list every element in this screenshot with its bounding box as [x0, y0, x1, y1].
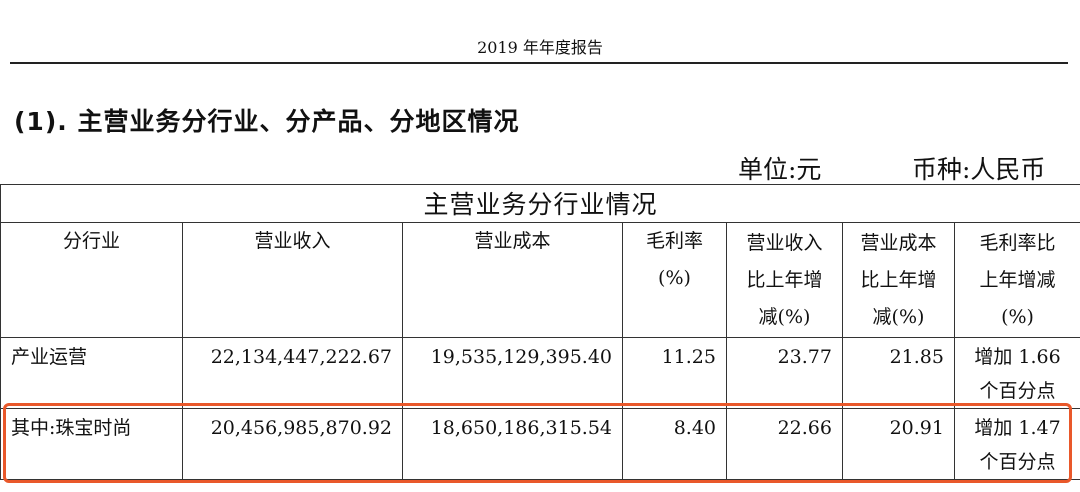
col-header-revenue-yoy-line1: 营业收入: [746, 232, 823, 254]
col-header-margin: 毛利率 (%): [622, 222, 727, 338]
col-header-margin-yoy: 毛利率比 上年增减 (%): [953, 222, 1080, 338]
col-header-revenue-yoy-line2: 比上年增: [746, 269, 823, 291]
col-header-margin-line1: 毛利率: [645, 230, 703, 252]
table-row: 其中:珠宝时尚 20,456,985,870.92 18,650,186,315…: [0, 408, 1080, 480]
col-header-cost-yoy-line2: 比上年增: [860, 269, 937, 291]
cell-margin-yoy: 增加 1.66 个百分点: [953, 337, 1080, 409]
header-divider: [10, 62, 1068, 64]
col-header-margin-yoy-line1: 毛利率比: [979, 232, 1056, 254]
cell-margin-yoy-line2: 个百分点: [979, 451, 1056, 473]
col-header-margin-line2: (%): [658, 267, 691, 289]
table-row: 产业运营 22,134,447,222.67 19,535,129,395.40…: [0, 337, 1080, 409]
col-header-cost: 营业成本: [402, 222, 623, 338]
col-header-margin-yoy-line3: (%): [1001, 306, 1034, 328]
col-header-revenue-yoy-line3: 减(%): [758, 306, 811, 328]
cell-revenue-yoy: 22.66: [726, 408, 843, 480]
col-header-cost-yoy-line3: 减(%): [872, 306, 925, 328]
table-header-row: 分行业 营业收入 营业成本 毛利率 (%) 营业收入 比上年增 减(%) 营业成…: [0, 222, 1080, 338]
cell-revenue: 20,456,985,870.92: [182, 408, 403, 480]
report-header-title: 2019 年年度报告: [477, 38, 603, 57]
col-header-revenue-yoy: 营业收入 比上年增 减(%): [726, 222, 843, 338]
cell-margin-yoy: 增加 1.47 个百分点: [953, 408, 1080, 480]
cell-margin-yoy-line2: 个百分点: [979, 380, 1056, 402]
cell-margin: 11.25: [622, 337, 727, 409]
unit-label: 单位:元: [738, 155, 822, 184]
cell-cost: 19,535,129,395.40: [402, 337, 623, 409]
cell-cost: 18,650,186,315.54: [402, 408, 623, 480]
cell-industry: 产业运营: [0, 337, 183, 409]
col-header-industry: 分行业: [0, 222, 183, 338]
col-header-revenue: 营业收入: [182, 222, 403, 338]
cell-industry: 其中:珠宝时尚: [0, 408, 183, 480]
cell-margin: 8.40: [622, 408, 727, 480]
industry-revenue-table: 主营业务分行业情况 分行业 营业收入 营业成本 毛利率 (%) 营业收入 比上年…: [0, 184, 1080, 480]
table-title: 主营业务分行业情况: [0, 184, 1080, 223]
cell-cost-yoy: 20.91: [842, 408, 955, 480]
col-header-cost-yoy: 营业成本 比上年增 减(%): [842, 222, 955, 338]
cell-margin-yoy-line1: 增加 1.66: [974, 346, 1061, 368]
cell-revenue: 22,134,447,222.67: [182, 337, 403, 409]
cell-revenue-yoy: 23.77: [726, 337, 843, 409]
section-heading: (1). 主营业务分行业、分产品、分地区情况: [14, 107, 520, 136]
cell-cost-yoy: 21.85: [842, 337, 955, 409]
currency-label: 币种:人民币: [912, 155, 1046, 184]
cell-margin-yoy-line1: 增加 1.47: [974, 417, 1061, 439]
col-header-cost-yoy-line1: 营业成本: [860, 232, 937, 254]
col-header-margin-yoy-line2: 上年增减: [979, 269, 1056, 291]
